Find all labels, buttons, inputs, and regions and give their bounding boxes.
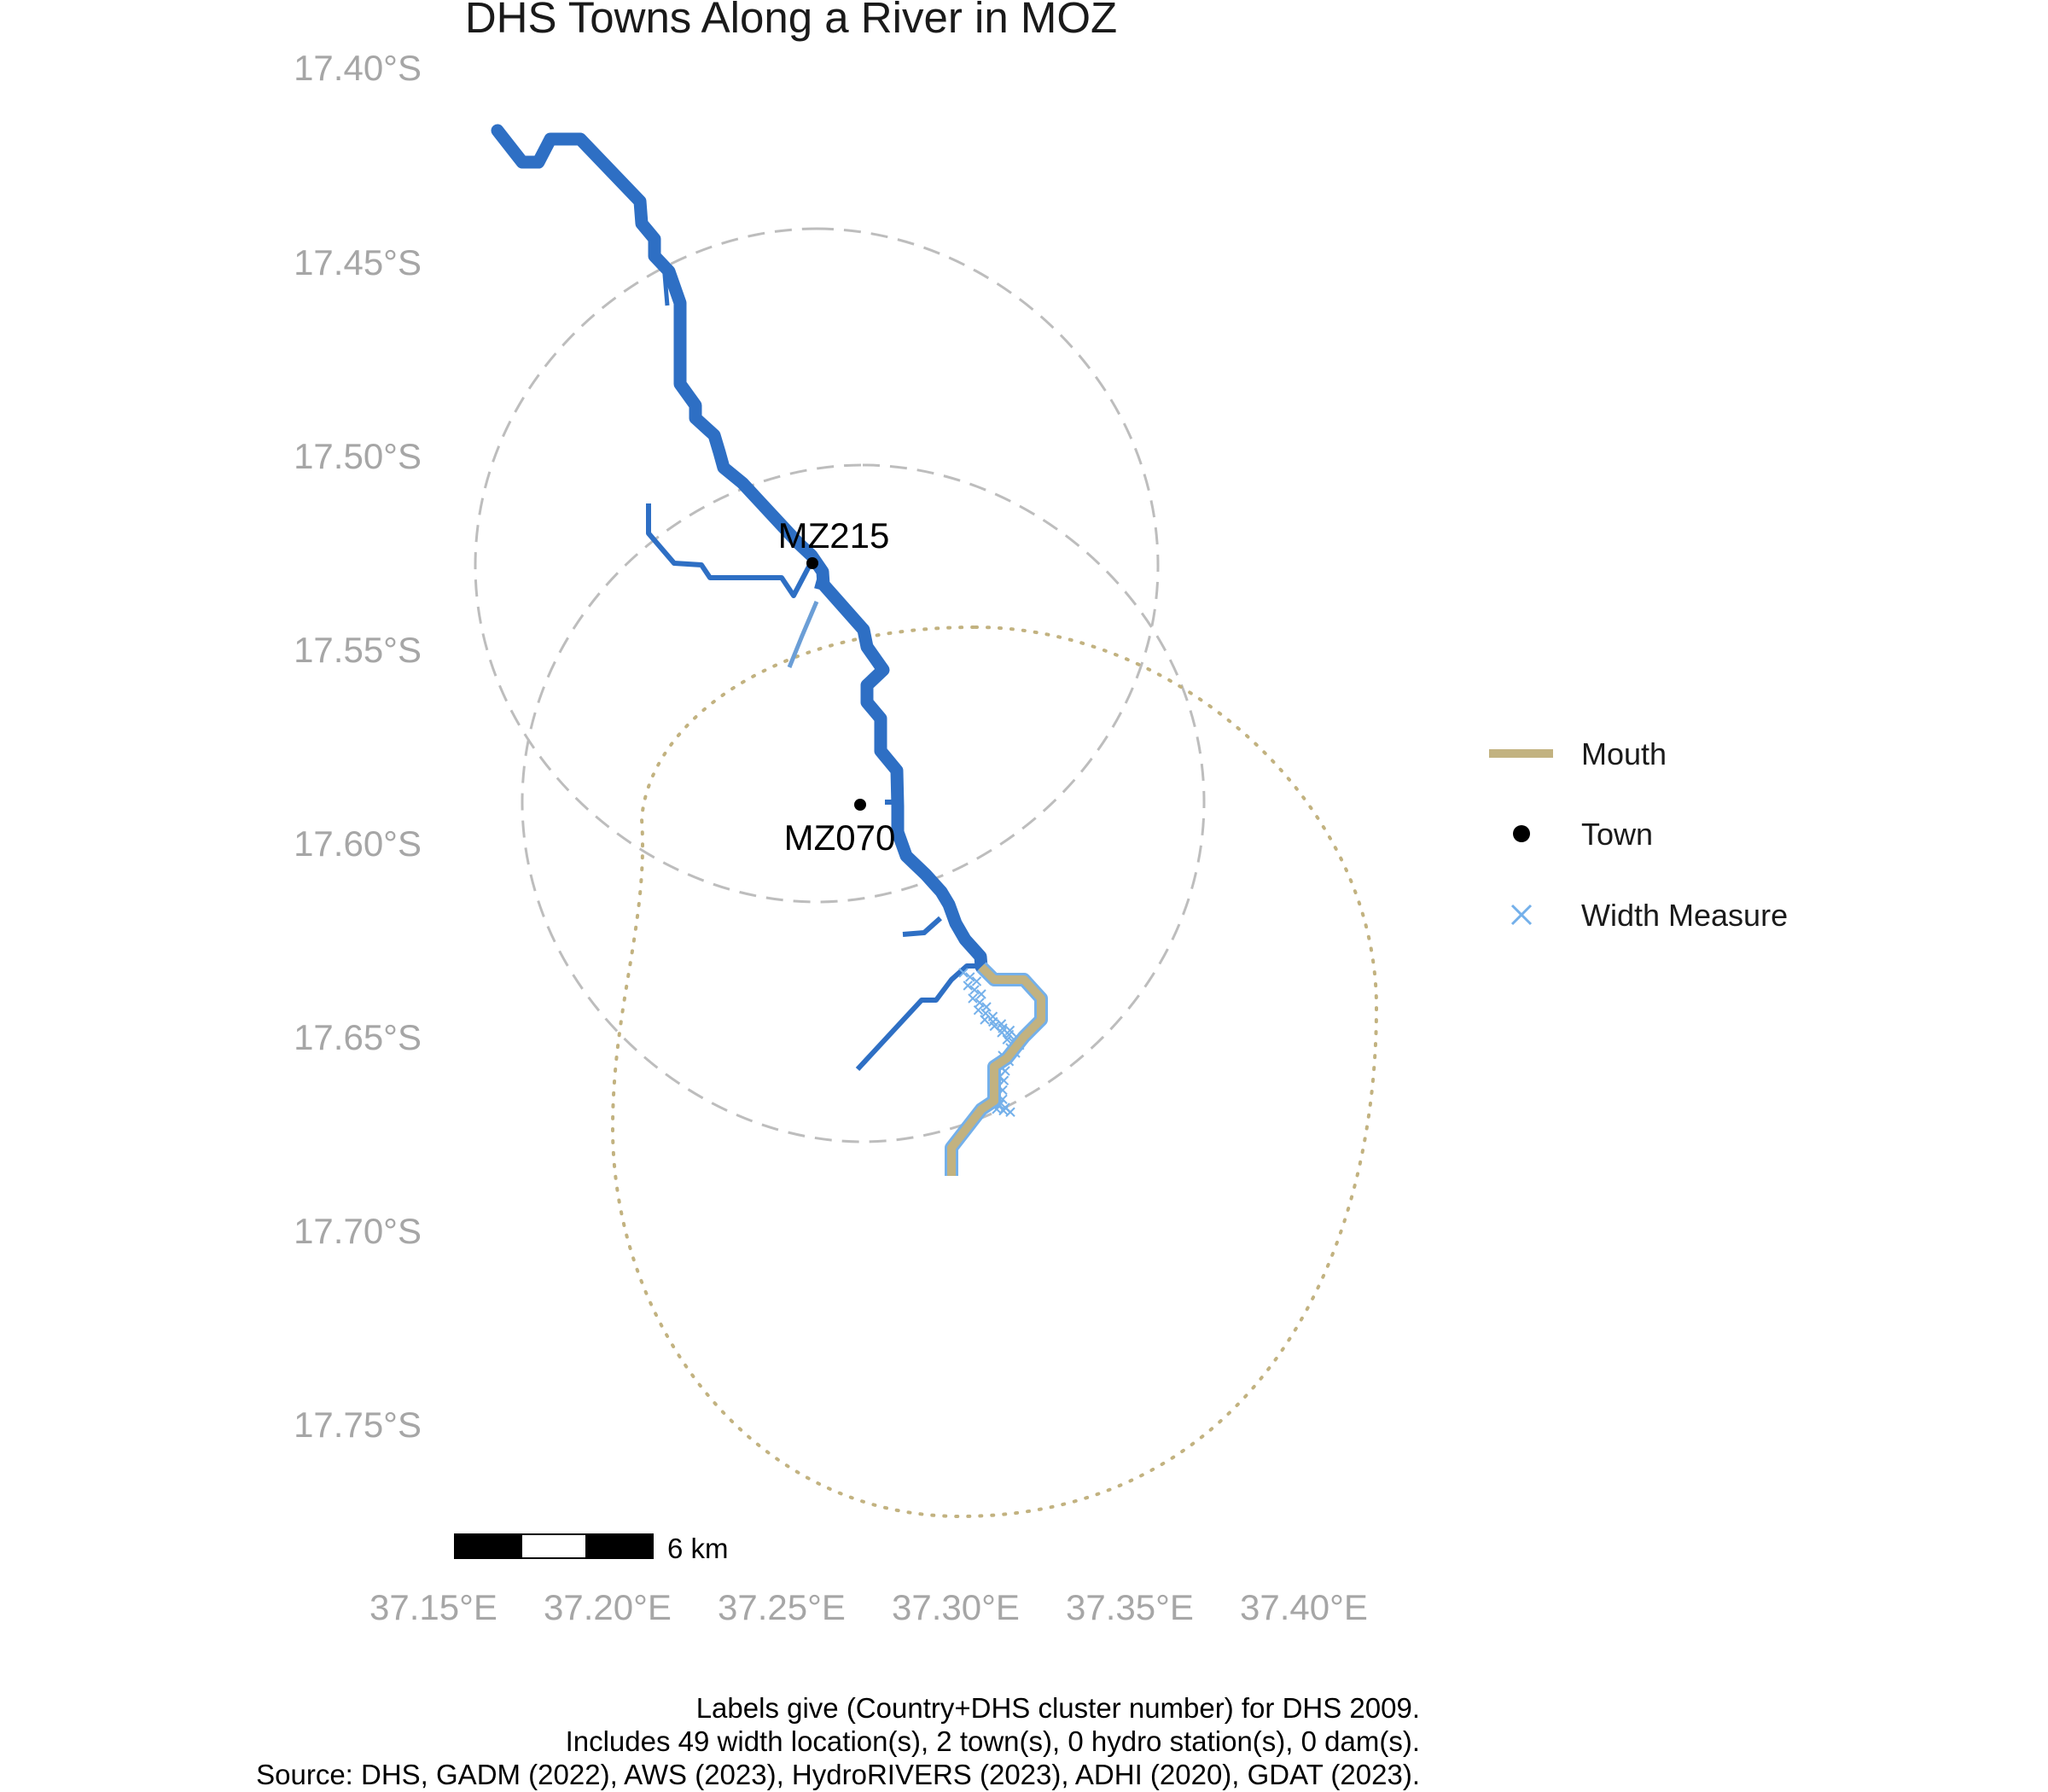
legend-key-town xyxy=(1513,825,1530,842)
width-measure-mark xyxy=(963,980,973,991)
y-tick-label: 17.75°S xyxy=(294,1405,422,1445)
y-axis: 17.40°S 17.45°S 17.50°S 17.55°S 17.60°S … xyxy=(294,48,422,1445)
tributaries xyxy=(646,264,977,1072)
scale-bar-segment xyxy=(521,1533,587,1559)
y-tick-label: 17.55°S xyxy=(294,630,422,670)
mouth-buffer xyxy=(610,625,1379,1519)
scale-bar-segment xyxy=(585,1533,654,1559)
y-tick-label: 17.60°S xyxy=(294,823,422,864)
caption: Labels give (Country+DHS cluster number)… xyxy=(256,1692,1420,1790)
caption-line-3: Source: DHS, GADM (2022), AWS (2023), Hy… xyxy=(256,1759,1420,1790)
width-measure-mark xyxy=(980,1015,990,1025)
x-tick-label: 37.30°E xyxy=(892,1587,1020,1627)
width-measure-mark xyxy=(973,1005,984,1015)
tributary-south-west xyxy=(855,963,977,1072)
width-measure-mark xyxy=(968,993,978,1004)
x-tick-label: 37.20°E xyxy=(544,1587,672,1627)
buffers xyxy=(474,227,1379,1519)
y-tick-label: 17.70°S xyxy=(294,1211,422,1251)
towns: MZ215 MZ070 xyxy=(778,515,896,858)
width-measure-mark xyxy=(958,968,969,978)
scale-bar-segment xyxy=(454,1533,522,1559)
x-tick-label: 37.15°E xyxy=(369,1587,497,1627)
scale-bar-label: 6 km xyxy=(667,1533,729,1564)
town-buffer-mz215 xyxy=(474,227,1160,904)
x-axis: 37.15°E 37.20°E 37.25°E 37.30°E 37.35°E … xyxy=(369,1587,1368,1627)
legend-label-town: Town xyxy=(1581,817,1653,852)
y-tick-label: 17.50°S xyxy=(294,436,422,476)
legend-label-width: Width Measure xyxy=(1581,898,1788,933)
river-mouth xyxy=(947,963,1045,1176)
tributary-light xyxy=(787,601,819,668)
width-measure-mark xyxy=(975,998,985,1008)
x-tick-label: 37.35°E xyxy=(1066,1587,1194,1627)
main-river xyxy=(491,124,988,974)
town-label-mz215: MZ215 xyxy=(778,515,890,556)
town-buffer-mz070 xyxy=(521,463,1206,1143)
y-tick-label: 17.40°S xyxy=(294,48,422,88)
legend-label-mouth: Mouth xyxy=(1581,736,1667,771)
x-tick-label: 37.40°E xyxy=(1240,1587,1368,1627)
width-measure-mark xyxy=(997,1027,1007,1038)
width-measure-mark xyxy=(1002,1034,1012,1044)
width-measure-mark xyxy=(976,989,986,999)
legend: Mouth Town Width Measure xyxy=(1489,736,1788,933)
y-tick-label: 17.45°S xyxy=(294,242,422,282)
town-label-mz070: MZ070 xyxy=(784,817,896,858)
y-tick-label: 17.65°S xyxy=(294,1017,422,1057)
caption-line-1: Labels give (Country+DHS cluster number)… xyxy=(696,1692,1420,1724)
caption-line-2: Includes 49 width location(s), 2 town(s)… xyxy=(566,1725,1420,1757)
scale-bar: 6 km xyxy=(454,1533,729,1564)
town-point-mz215 xyxy=(806,557,818,569)
x-cross-icon xyxy=(1510,904,1533,926)
width-measure-mark xyxy=(965,972,975,982)
x-tick-label: 37.25°E xyxy=(718,1587,846,1627)
width-measure-mark xyxy=(969,985,980,995)
town-point-mz070 xyxy=(854,799,866,811)
tributary-south-east xyxy=(902,916,943,937)
map-title: DHS Towns Along a River in MOZ xyxy=(465,0,1117,42)
width-measure-mark xyxy=(1005,1107,1015,1117)
width-measure-mark xyxy=(971,976,982,986)
